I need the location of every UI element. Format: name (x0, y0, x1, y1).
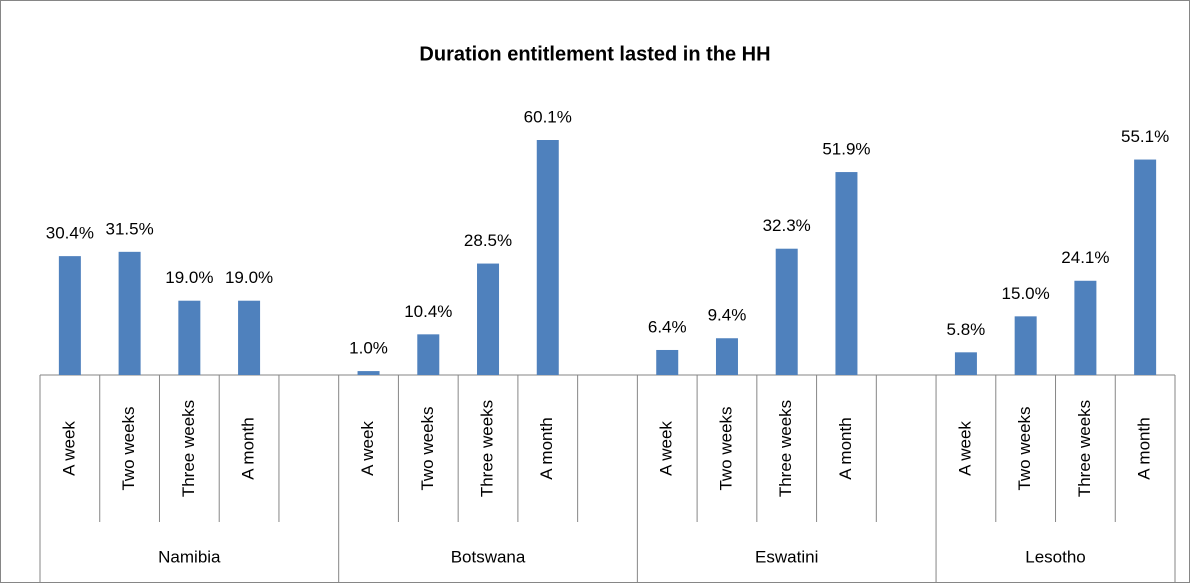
data-label: 19.0% (225, 268, 273, 287)
bar (656, 349, 679, 375)
data-label: 28.5% (464, 231, 512, 250)
x-tick-label: Two weeks (119, 406, 138, 490)
data-label: 55.1% (1121, 127, 1169, 146)
bar (1014, 316, 1037, 375)
x-tick-label: Three weeks (776, 400, 795, 497)
bar (178, 300, 201, 375)
bar (58, 256, 81, 375)
bar (477, 263, 500, 375)
data-label: 1.0% (349, 339, 388, 358)
x-tick-label: A month (537, 417, 556, 479)
group-label: Eswatini (755, 547, 818, 566)
data-label: 5.8% (947, 320, 986, 339)
data-label: 32.3% (763, 216, 811, 235)
bar (536, 140, 559, 375)
x-tick-label: Three weeks (478, 400, 497, 497)
bar (835, 172, 858, 375)
data-label: 10.4% (404, 302, 452, 321)
data-label: 30.4% (46, 224, 94, 243)
data-label: 15.0% (1002, 284, 1050, 303)
data-label: 60.1% (524, 107, 572, 126)
bar (954, 352, 977, 375)
x-tick-label: Two weeks (716, 406, 735, 490)
bar (715, 338, 738, 375)
data-label: 24.1% (1061, 248, 1109, 267)
data-label: 19.0% (165, 268, 213, 287)
x-tick-label: A month (836, 417, 855, 479)
x-tick-label: A week (657, 421, 676, 476)
x-tick-label: A month (1135, 417, 1154, 479)
bar (775, 248, 798, 375)
group-label: Namibia (158, 547, 221, 566)
data-label: 51.9% (822, 140, 870, 159)
x-tick-label: Two weeks (418, 406, 437, 490)
x-tick-label: A week (358, 421, 377, 476)
x-tick-label: Three weeks (179, 400, 198, 497)
x-tick-label: A week (955, 421, 974, 476)
data-label: 31.5% (106, 219, 154, 238)
group-label: Lesotho (1025, 547, 1086, 566)
chart-title: Duration entitlement lasted in the HH (419, 43, 770, 65)
x-tick-label: Two weeks (1015, 406, 1034, 490)
bar (357, 371, 380, 375)
group-label: Botswana (451, 547, 526, 566)
bar (1074, 280, 1097, 375)
bar (1134, 159, 1157, 375)
bar (417, 334, 440, 375)
bar (238, 300, 261, 375)
data-label: 6.4% (648, 317, 687, 336)
x-tick-label: A month (239, 417, 258, 479)
x-tick-label: A week (59, 421, 78, 476)
data-label: 9.4% (708, 306, 747, 325)
bar (118, 251, 141, 375)
x-tick-label: Three weeks (1075, 400, 1094, 497)
